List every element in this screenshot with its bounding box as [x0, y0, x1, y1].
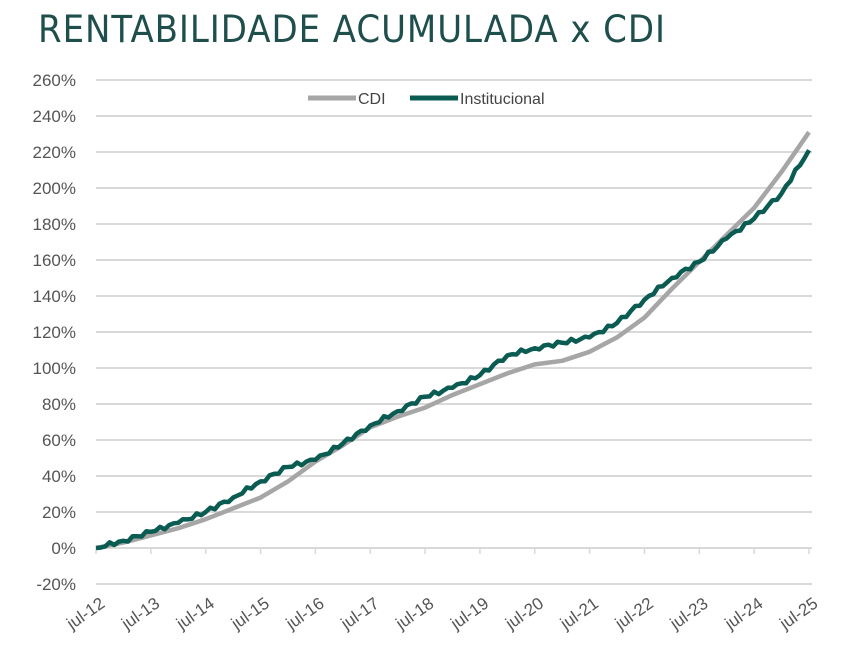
y-tick-label: 260%: [33, 71, 76, 90]
y-tick-label: 100%: [33, 359, 76, 378]
x-tick-label: jul-20: [501, 594, 547, 634]
x-tick-label: jul-21: [556, 594, 602, 634]
x-tick-label: jul-15: [227, 594, 273, 634]
x-tick-label: jul-12: [63, 594, 109, 634]
y-tick-label: 120%: [33, 323, 76, 342]
x-tick-label: jul-25: [776, 594, 822, 634]
chart-title: RENTABILIDADE ACUMULADA x CDI: [38, 8, 666, 51]
x-tick-label: jul-17: [337, 594, 383, 634]
legend-label-cdi: CDI: [358, 91, 386, 108]
x-tick-label: jul-22: [611, 594, 657, 634]
x-tick-label: jul-13: [117, 594, 163, 634]
x-tick-label: jul-23: [666, 594, 712, 634]
y-tick-label: 80%: [42, 395, 76, 414]
y-tick-label: 20%: [42, 503, 76, 522]
y-tick-label: 160%: [33, 251, 76, 270]
x-tick-label: jul-24: [721, 594, 767, 634]
series-line-cdi: [95, 130, 811, 551]
legend-label-institucional: Institucional: [460, 91, 545, 108]
y-tick-label: 140%: [33, 287, 76, 306]
y-tick-label: 220%: [33, 143, 76, 162]
x-tick-label: jul-18: [392, 594, 438, 634]
y-tick-label: 200%: [33, 179, 76, 198]
x-tick-label: jul-14: [172, 594, 218, 634]
y-tick-label: 60%: [42, 431, 76, 450]
y-tick-label: 180%: [33, 215, 76, 234]
x-tick-label: jul-16: [282, 594, 328, 634]
y-tick-label: 0%: [51, 539, 76, 558]
y-tick-label: -20%: [36, 575, 76, 594]
series-line-institucional: [95, 149, 811, 551]
y-tick-label: 40%: [42, 467, 76, 486]
y-tick-label: 240%: [33, 107, 76, 126]
x-tick-label: jul-19: [446, 594, 492, 634]
